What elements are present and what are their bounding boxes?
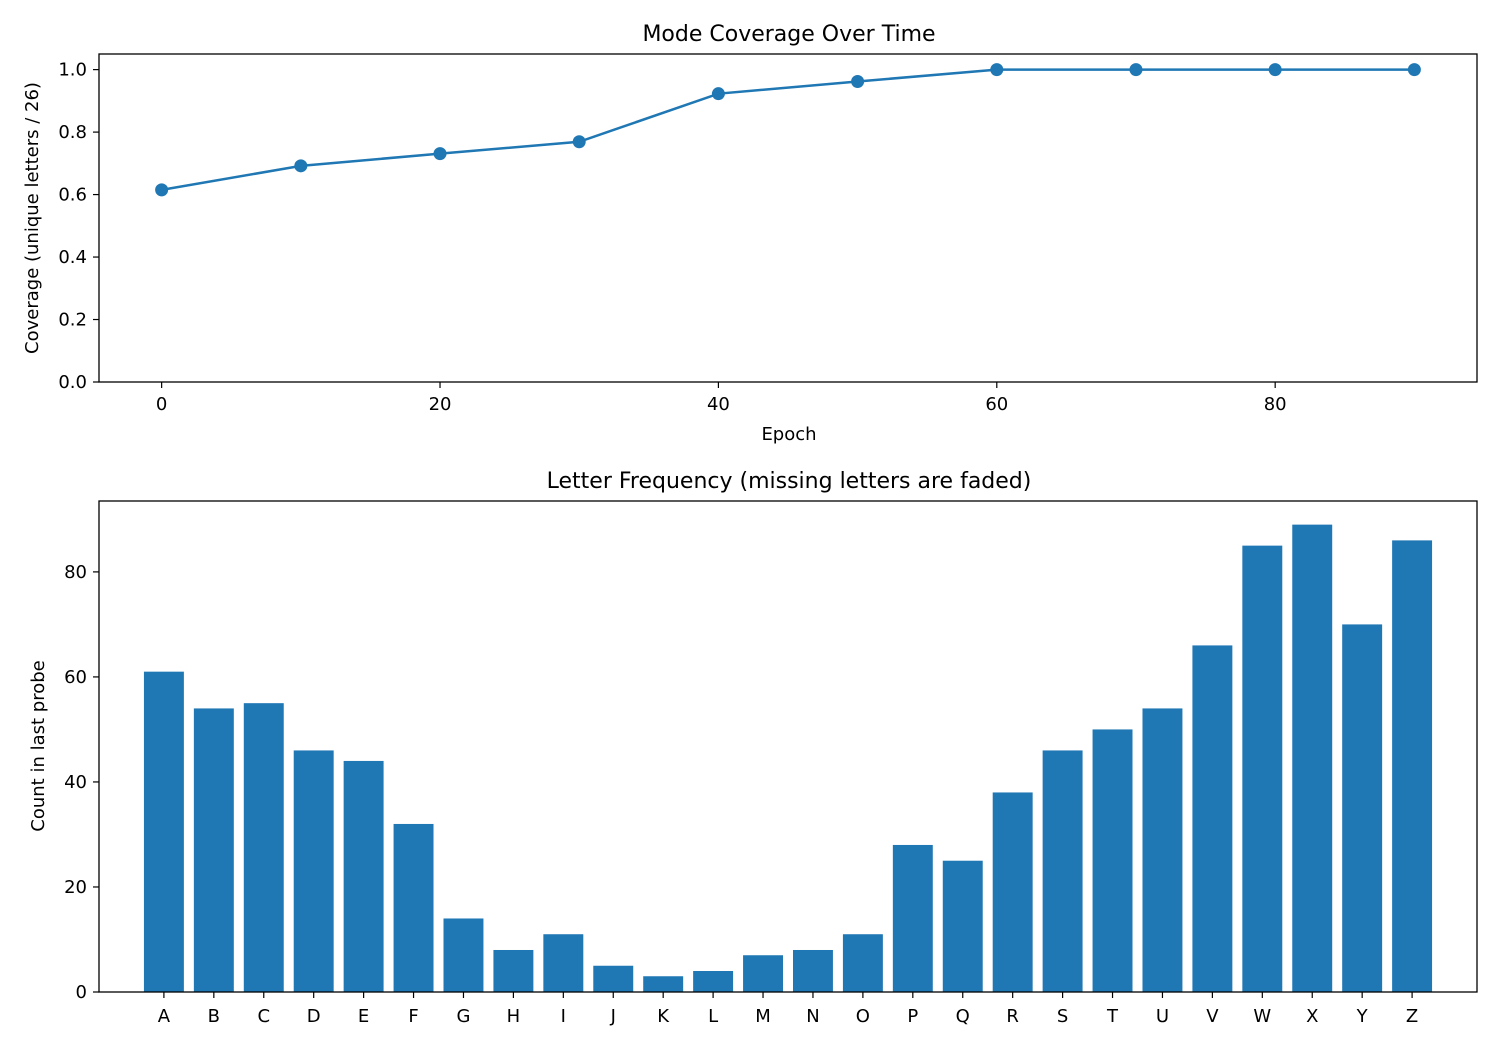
y-axis: 0 20 40 60 80 <box>64 562 99 1003</box>
y-tick-label: 0.4 <box>58 247 87 268</box>
y-axis-label: Coverage (unique letters / 26) <box>22 82 43 354</box>
bar-X <box>1292 524 1333 992</box>
y-axis: 0.0 0.2 0.4 0.6 0.8 1.0 <box>58 60 99 393</box>
bar-Y <box>1342 624 1383 992</box>
series-coverage <box>155 63 1421 197</box>
x-tick-label: R <box>1006 1006 1019 1027</box>
x-axis: 0 20 40 60 80 <box>156 382 1287 415</box>
x-tick-label: 80 <box>1264 394 1287 415</box>
x-tick-label: 40 <box>707 394 730 415</box>
letter-frequency-bar-chart: Letter Frequency (missing letters are fa… <box>28 469 1478 1027</box>
bar-T <box>1092 729 1133 992</box>
data-point <box>1129 63 1143 77</box>
y-tick-label: 0.0 <box>58 372 87 393</box>
bar-G <box>443 918 484 992</box>
coverage-line-chart: Mode Coverage Over Time 0 20 40 60 80 0.0 0.2… <box>22 22 1478 445</box>
bars <box>143 524 1433 992</box>
bar-K <box>643 976 684 992</box>
data-point <box>155 183 169 197</box>
x-tick-label: D <box>307 1006 321 1027</box>
x-tick-label: H <box>507 1006 521 1027</box>
x-tick-label: 0 <box>156 394 167 415</box>
bar-E <box>343 760 384 992</box>
x-tick-label: C <box>257 1006 270 1027</box>
chart-title: Mode Coverage Over Time <box>642 22 935 47</box>
data-point <box>1268 63 1282 77</box>
x-tick-label: W <box>1253 1006 1271 1027</box>
bar-H <box>493 949 534 992</box>
bar-O <box>842 934 883 992</box>
x-tick-label: I <box>561 1006 566 1027</box>
bar-J <box>593 965 634 992</box>
x-tick-label: E <box>358 1006 369 1027</box>
x-tick-label: P <box>907 1006 918 1027</box>
bar-Q <box>942 860 983 992</box>
bar-V <box>1192 645 1233 992</box>
data-point <box>990 63 1004 77</box>
y-tick-label: 0 <box>76 982 87 1003</box>
x-tick-label: N <box>806 1006 819 1027</box>
x-tick-label: U <box>1156 1006 1169 1027</box>
y-tick-label: 0.2 <box>58 310 87 331</box>
x-tick-label: J <box>610 1006 616 1027</box>
y-tick-label: 0.8 <box>58 122 87 143</box>
y-tick-label: 0.6 <box>58 185 87 206</box>
plot-frame <box>98 500 1478 993</box>
y-tick-label: 40 <box>64 772 87 793</box>
bar-Z <box>1392 540 1433 992</box>
bar-F <box>393 823 434 992</box>
series-line <box>161 68 1415 192</box>
y-tick-label: 1.0 <box>58 60 87 81</box>
x-axis-label: Epoch <box>761 424 816 445</box>
x-tick-label: G <box>456 1006 470 1027</box>
x-tick-label: Q <box>956 1006 970 1027</box>
bar-A <box>143 671 184 992</box>
x-tick-label: K <box>657 1006 670 1027</box>
bar-M <box>743 955 784 992</box>
bar-L <box>693 970 734 992</box>
chart-title: Letter Frequency (missing letters are fa… <box>547 469 1032 494</box>
data-point <box>294 159 308 173</box>
bar-S <box>1042 750 1083 992</box>
plot-frame <box>98 53 1478 383</box>
data-point <box>1407 63 1421 77</box>
x-tick-label: F <box>408 1006 418 1027</box>
x-axis: A B C D E F G H I J K L M N O P Q R S T U V W X Y Z <box>158 992 1418 1027</box>
bar-I <box>543 934 584 992</box>
x-tick-label: 20 <box>429 394 452 415</box>
bar-R <box>992 792 1033 992</box>
data-point <box>851 74 865 88</box>
bar-C <box>243 703 284 992</box>
x-tick-label: V <box>1206 1006 1219 1027</box>
x-tick-label: X <box>1306 1006 1318 1027</box>
y-tick-label: 80 <box>64 562 87 583</box>
bar-P <box>892 844 933 992</box>
x-tick-label: O <box>856 1006 870 1027</box>
x-tick-label: S <box>1057 1006 1068 1027</box>
bar-N <box>792 949 833 992</box>
bar-W <box>1242 545 1283 992</box>
x-tick-label: L <box>708 1006 718 1027</box>
y-tick-label: 20 <box>64 877 87 898</box>
data-point <box>572 135 586 149</box>
data-point <box>711 87 725 101</box>
y-axis-label: Count in last probe <box>28 660 49 831</box>
x-tick-label: Y <box>1356 1006 1369 1027</box>
bar-U <box>1142 708 1183 992</box>
x-tick-label: Z <box>1406 1006 1418 1027</box>
x-tick-label: B <box>208 1006 220 1027</box>
bar-D <box>293 750 334 992</box>
bar-B <box>193 708 234 992</box>
y-tick-label: 60 <box>64 667 87 688</box>
x-tick-label: A <box>158 1006 171 1027</box>
x-tick-label: T <box>1106 1006 1119 1027</box>
x-tick-label: 60 <box>985 394 1008 415</box>
data-point <box>433 147 447 161</box>
x-tick-label: M <box>755 1006 771 1027</box>
